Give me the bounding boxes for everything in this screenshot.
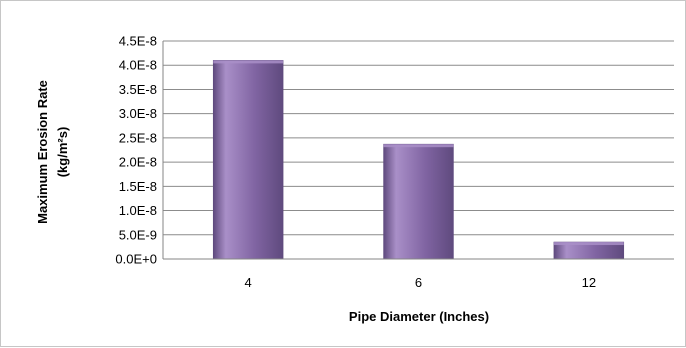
y-tick-label: 2.0E-8 — [119, 155, 157, 170]
y-axis-title-line2: (kg/m²s) — [55, 127, 70, 178]
bar-top-highlight — [383, 144, 454, 148]
y-tick-label: 5.0E-9 — [119, 227, 157, 242]
y-tick-label: 3.5E-8 — [119, 82, 157, 97]
y-tick-label: 1.0E-8 — [119, 203, 157, 218]
y-tick-label: 4.5E-8 — [119, 34, 157, 49]
y-tick-label: 3.0E-8 — [119, 106, 157, 121]
x-tick-label: 12 — [582, 275, 596, 290]
y-tick-labels: 0.0E+0 5.0E-9 1.0E-8 1.5E-8 2.0E-8 2.5E-8 3.0E… — [115, 34, 157, 267]
y-tick-label: 1.5E-8 — [119, 179, 157, 194]
bar-top-highlight — [213, 60, 284, 64]
y-tick-label: 4.0E-8 — [119, 58, 157, 73]
x-axis-title: Pipe Diameter (Inches) — [349, 309, 489, 324]
bars — [212, 60, 625, 260]
y-tick-label: 2.5E-8 — [119, 130, 157, 145]
x-tick-labels: 4 6 12 — [245, 275, 597, 290]
y-axis-title: Maximum Erosion Rate (kg/m²s) — [35, 80, 70, 224]
bar-top-highlight — [553, 242, 624, 246]
axes — [162, 41, 674, 260]
y-axis-title-line1: Maximum Erosion Rate — [35, 80, 50, 224]
y-tick-label: 0.0E+0 — [115, 252, 157, 267]
x-tick-label: 6 — [415, 275, 422, 290]
bar-6 — [383, 143, 454, 260]
bar-4 — [212, 60, 284, 260]
x-tick-label: 4 — [245, 275, 252, 290]
